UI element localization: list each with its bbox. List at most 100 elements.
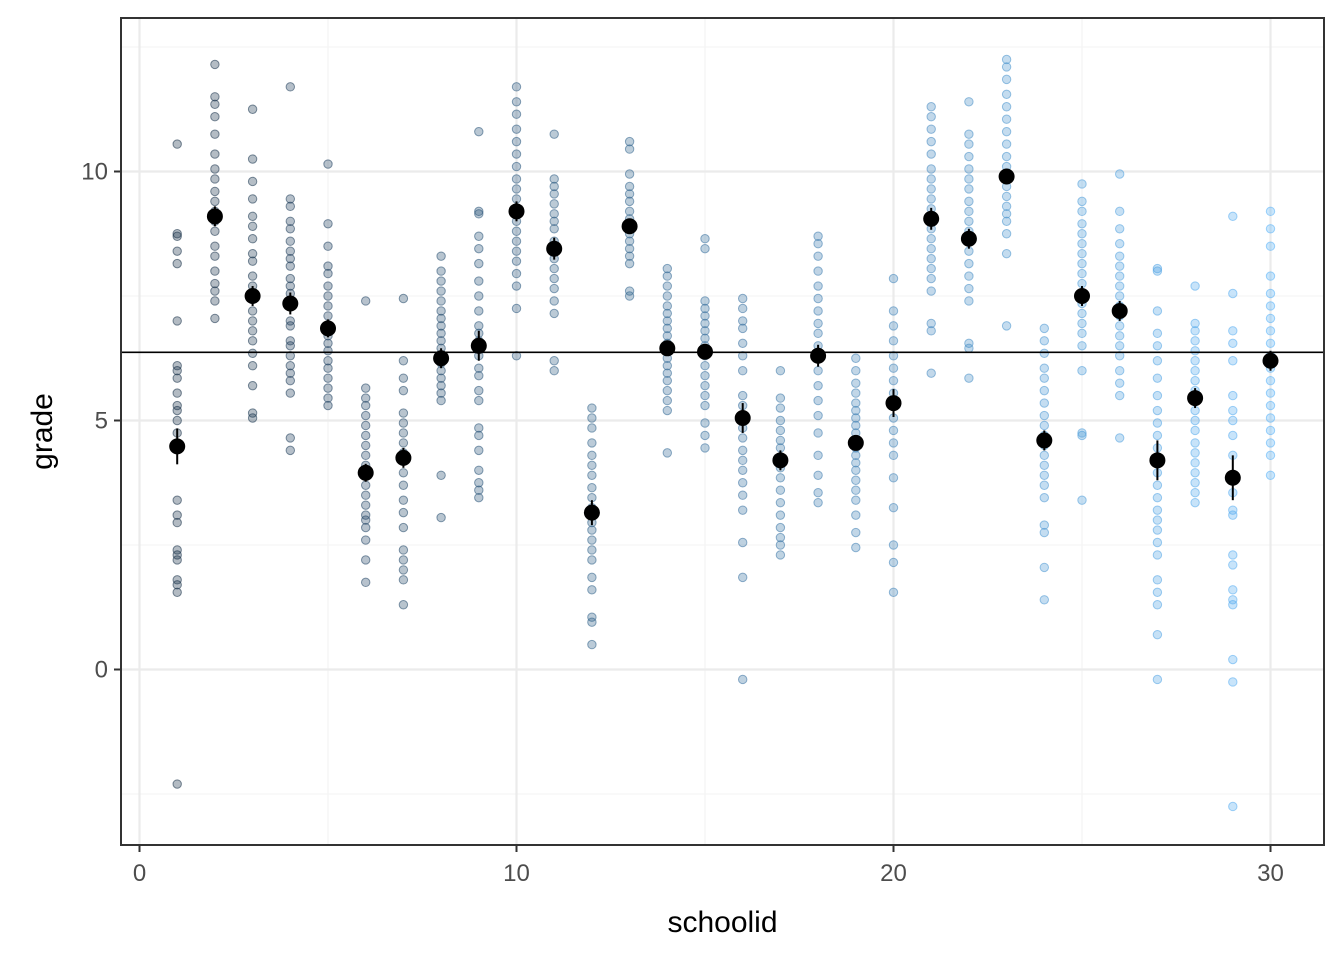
grade-point — [813, 293, 823, 304]
grade-point — [587, 545, 597, 555]
grade-point — [926, 263, 936, 274]
grade-point — [285, 316, 295, 326]
grade-point — [1115, 378, 1125, 388]
grade-point — [926, 184, 936, 194]
grade-point — [1265, 288, 1276, 299]
grade-point — [1152, 550, 1163, 560]
grade-point — [323, 356, 333, 366]
mean-point — [998, 168, 1015, 185]
mean-point — [320, 320, 336, 337]
y-tick-label: 5 — [95, 408, 108, 435]
mean-point — [1111, 302, 1128, 319]
grade-point — [1228, 356, 1238, 366]
grade-point — [738, 490, 748, 500]
mean-point — [546, 240, 563, 257]
grade-point — [624, 236, 635, 246]
grade-point — [1152, 430, 1163, 441]
grade-point — [775, 522, 786, 533]
grade-point — [1039, 348, 1050, 358]
grade-point — [1152, 263, 1163, 274]
grade-point — [1077, 328, 1087, 339]
grade-point — [964, 283, 974, 294]
grade-point — [700, 333, 710, 344]
grade-point — [1152, 674, 1163, 685]
grade-point — [587, 585, 597, 595]
grade-point — [323, 373, 333, 383]
grade-point — [247, 194, 258, 204]
grade-point — [926, 112, 936, 122]
mean-point — [810, 347, 827, 364]
grade-point — [888, 450, 899, 461]
grade-point — [474, 478, 484, 488]
grade-point — [662, 331, 672, 341]
grade-point — [813, 497, 823, 508]
grade-point — [247, 211, 258, 222]
grade-point — [511, 136, 522, 147]
grade-point — [1265, 271, 1276, 281]
grade-point — [587, 423, 597, 433]
grade-point — [587, 572, 597, 583]
grade-point — [587, 470, 597, 480]
grade-point — [247, 248, 258, 259]
grade-point — [851, 450, 861, 461]
grade-point — [662, 375, 672, 386]
grade-point — [587, 555, 597, 565]
grade-point — [210, 196, 220, 207]
grade-point — [587, 460, 597, 471]
grade-point — [285, 201, 295, 212]
grade-point — [700, 318, 710, 329]
grade-point — [436, 266, 446, 276]
grade-point — [247, 380, 258, 391]
grade-point — [738, 323, 748, 334]
grade-point — [172, 361, 182, 371]
grade-point — [172, 258, 182, 269]
mean-point — [1224, 469, 1241, 486]
grade-point — [474, 321, 484, 331]
grade-point — [1001, 201, 1012, 212]
grade-point — [700, 400, 710, 411]
grade-point — [738, 674, 748, 685]
x-axis-title: schoolid — [667, 906, 777, 939]
grade-point — [1265, 241, 1276, 251]
grade-point — [1265, 470, 1276, 480]
grade-point — [964, 206, 974, 217]
mean-point — [169, 438, 186, 455]
grade-point — [662, 385, 672, 396]
grade-point — [624, 181, 635, 192]
x-tick-label: 20 — [880, 860, 907, 887]
grade-point — [1077, 219, 1087, 229]
grade-point — [210, 112, 220, 122]
grade-point — [247, 316, 258, 326]
grade-point — [474, 231, 484, 241]
grade-point — [247, 413, 258, 423]
grade-point — [738, 293, 748, 304]
y-tick-label: 10 — [81, 159, 108, 186]
panel-border — [120, 17, 1325, 846]
grade-point — [624, 206, 635, 217]
grade-point — [285, 375, 295, 386]
grade-point — [1077, 229, 1087, 239]
grade-point — [926, 326, 936, 336]
grade-point — [210, 278, 220, 289]
grade-point — [1115, 331, 1125, 341]
grade-point — [662, 405, 672, 416]
grade-point — [813, 488, 823, 498]
grade-point — [1077, 196, 1087, 207]
grade-point — [549, 199, 559, 209]
grade-point — [1115, 206, 1125, 217]
grade-point — [1152, 328, 1163, 339]
grade-point — [361, 480, 371, 490]
mean-point — [1074, 288, 1090, 304]
grid-lines — [121, 18, 1324, 845]
grade-point — [738, 537, 748, 548]
grade-point — [398, 385, 409, 396]
grade-point — [474, 423, 484, 433]
grade-point — [587, 483, 597, 493]
grade-point — [851, 378, 861, 388]
grade-point — [398, 495, 409, 505]
grade-point — [1039, 595, 1050, 605]
grade-point — [1152, 629, 1163, 640]
grade-point — [210, 313, 220, 324]
grade-point — [1265, 301, 1276, 311]
grade-point — [1190, 468, 1200, 478]
